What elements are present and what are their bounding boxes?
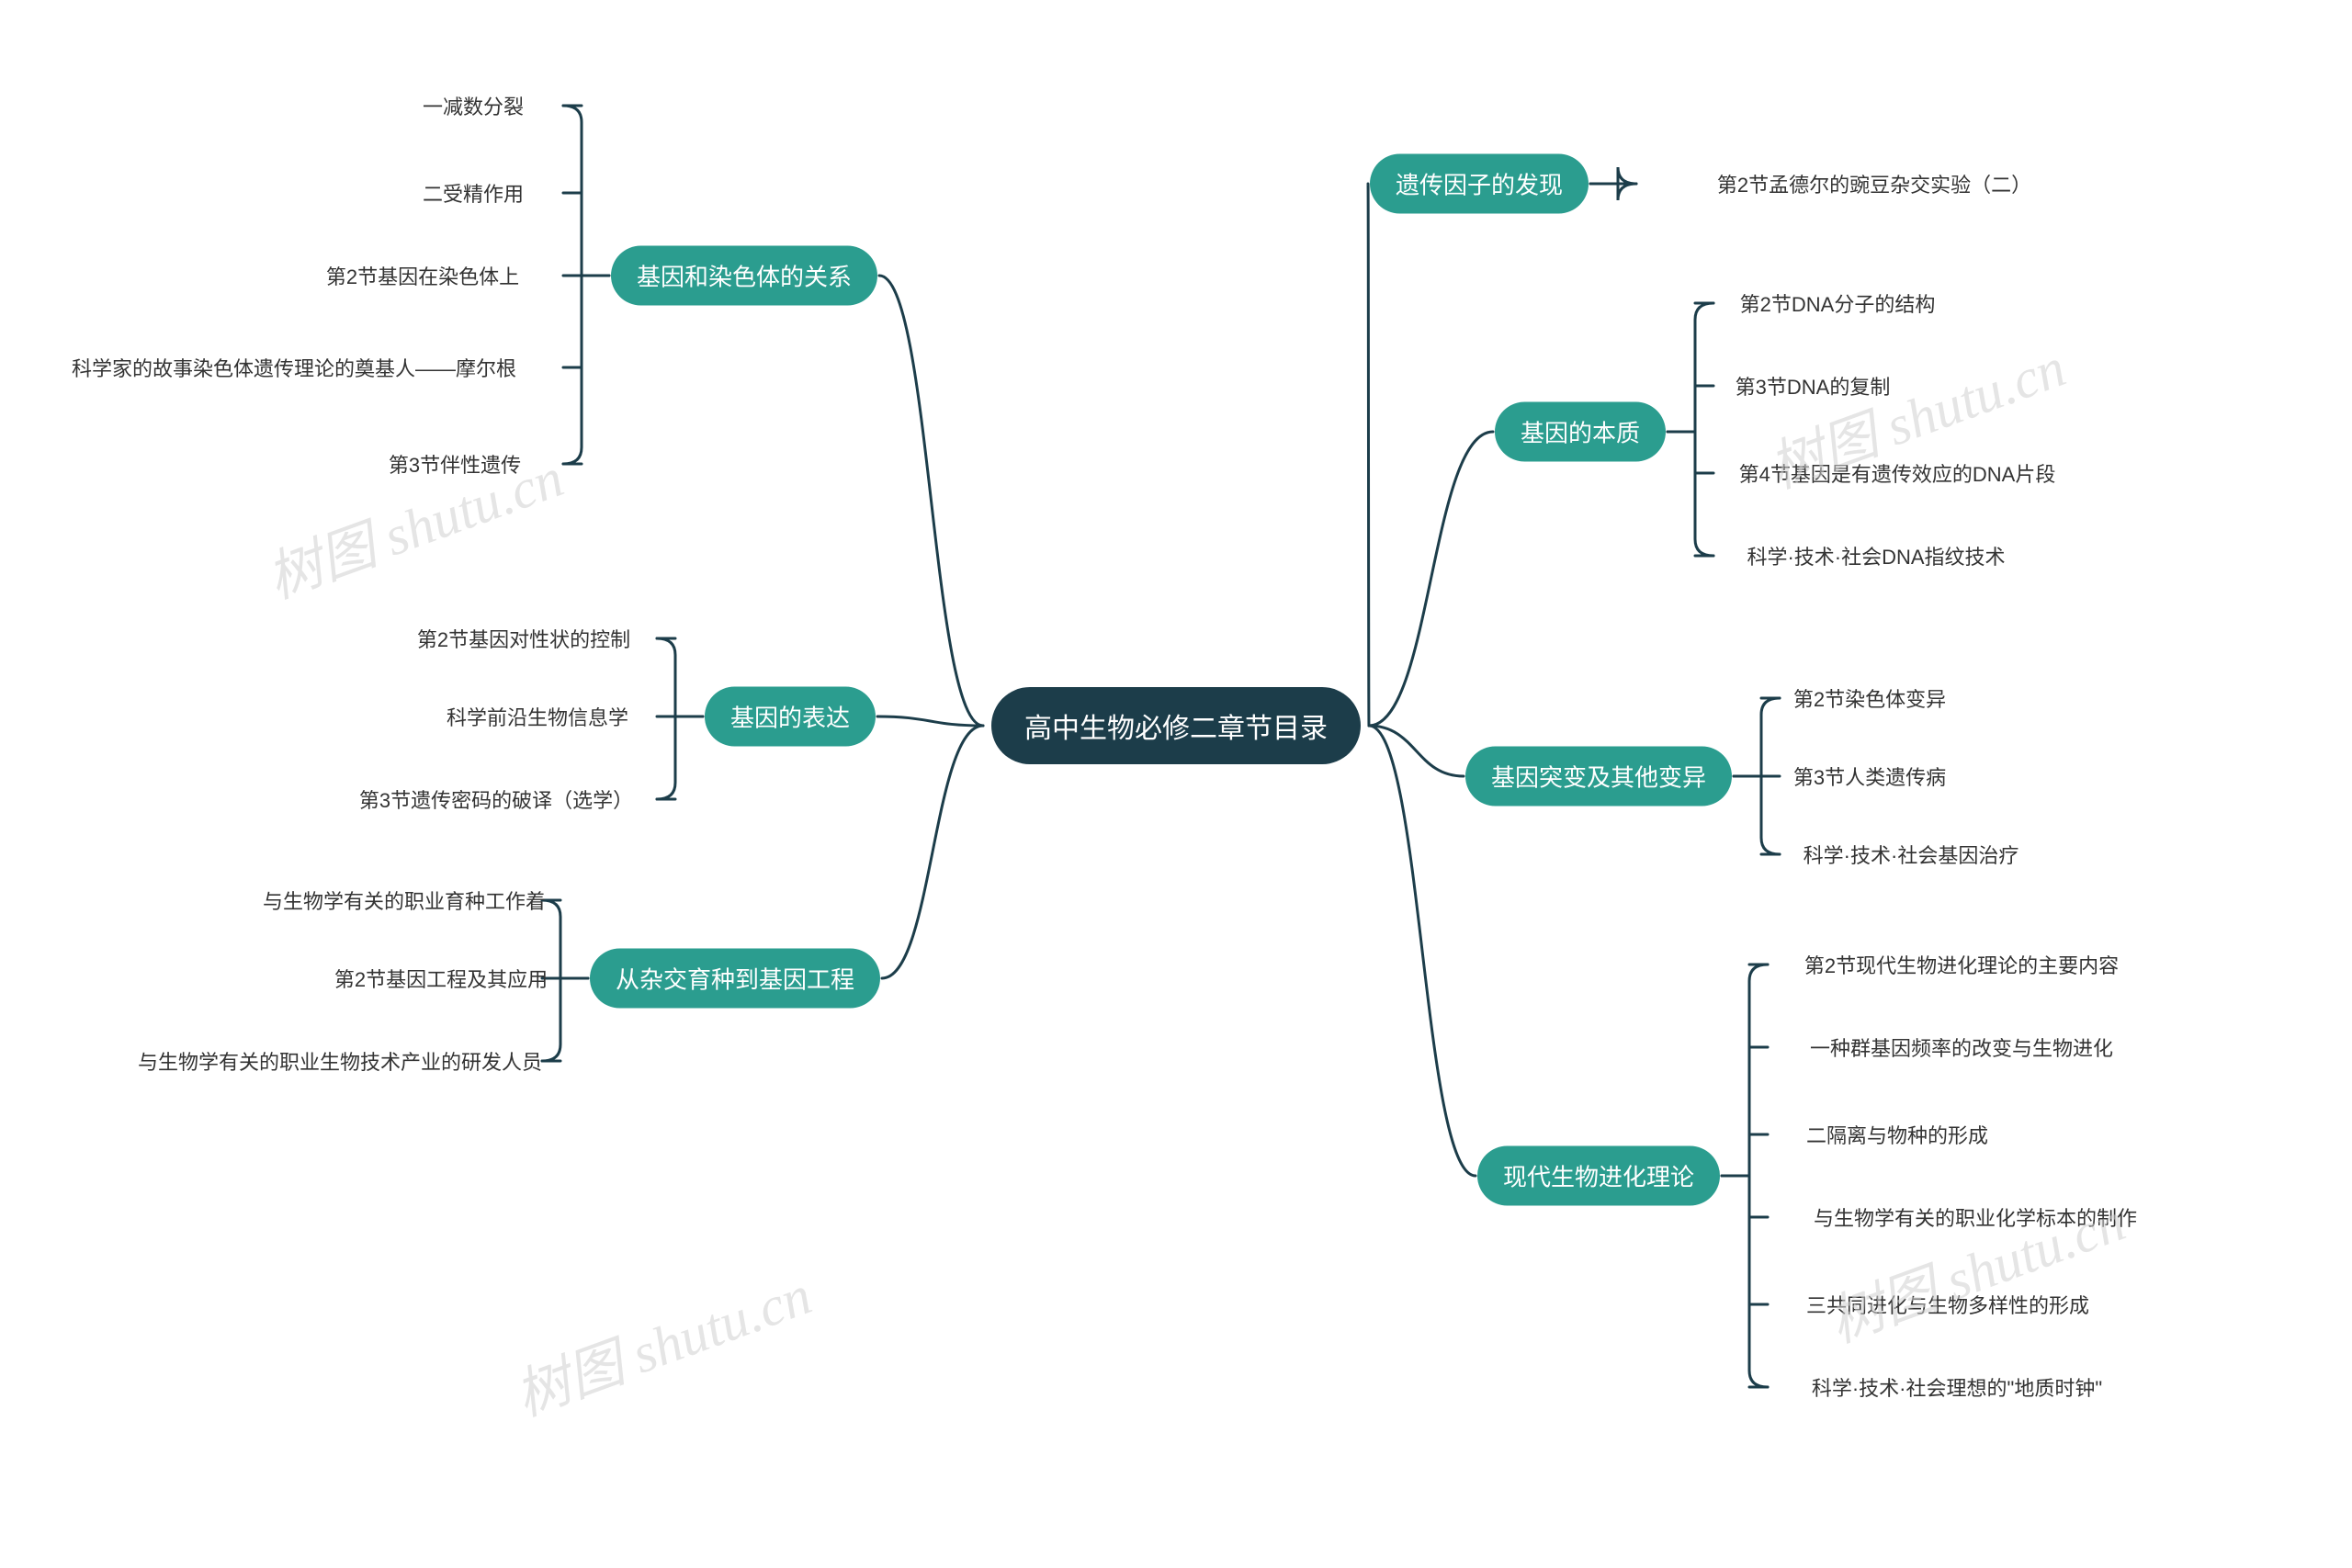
leaf-node[interactable]: 一种群基因频率的改变与生物进化 <box>1810 1032 2113 1062</box>
leaf-node[interactable]: 第2节现代生物进化理论的主要内容 <box>1804 950 2119 979</box>
leaf-label: 与生物学有关的职业育种工作着 <box>263 890 546 913</box>
leaf-label: 二受精作用 <box>423 183 524 206</box>
branch-label: 基因的本质 <box>1521 420 1640 447</box>
leaf-node[interactable]: 第2节DNA分子的结构 <box>1740 288 1936 318</box>
watermark: 树图 shutu.cn <box>503 1251 820 1432</box>
branch-node[interactable]: 基因突变及其他变异 <box>1465 747 1732 807</box>
leaf-label: 第2节DNA分子的结构 <box>1740 293 1936 316</box>
leaf-node[interactable]: 科学前沿生物信息学 <box>447 702 628 731</box>
leaf-label: 科学·技术·社会DNA指纹技术 <box>1747 546 2005 569</box>
branch-label: 从杂交育种到基因工程 <box>616 966 854 994</box>
branch-label: 现代生物进化理论 <box>1503 1164 1694 1191</box>
leaf-label: 第2节基因对性状的控制 <box>417 628 630 651</box>
branch-label: 基因突变及其他变异 <box>1491 764 1706 792</box>
branch-label: 遗传因子的发现 <box>1396 172 1563 199</box>
leaf-node[interactable]: 第3节遗传密码的破译（选学） <box>359 784 633 814</box>
leaf-node[interactable]: 二隔离与物种的形成 <box>1806 1120 1988 1149</box>
leaf-node[interactable]: 科学·技术·社会理想的"地质时钟" <box>1812 1372 2102 1402</box>
leaf-label: 二隔离与物种的形成 <box>1806 1124 1988 1147</box>
branch-node[interactable]: 基因的表达 <box>705 687 876 747</box>
leaf-node[interactable]: 第3节伴性遗传 <box>389 449 521 479</box>
leaf-node[interactable]: 第3节DNA的复制 <box>1736 371 1891 400</box>
leaf-label: 一减数分裂 <box>423 96 524 118</box>
leaf-node[interactable]: 第2节基因工程及其应用 <box>334 964 548 993</box>
leaf-node[interactable]: 第2节基因在染色体上 <box>326 261 519 290</box>
root-label: 高中生物必修二章节目录 <box>1024 714 1328 744</box>
leaf-node[interactable]: 科学家的故事染色体遗传理论的奠基人——摩尔根 <box>72 353 516 382</box>
leaf-label: 第2节染色体变异 <box>1793 688 1946 711</box>
leaf-node[interactable]: 第2节基因对性状的控制 <box>417 624 630 653</box>
leaf-label: 科学家的故事染色体遗传理论的奠基人——摩尔根 <box>72 357 516 380</box>
branch-node[interactable]: 现代生物进化理论 <box>1477 1146 1720 1206</box>
leaf-node[interactable]: 与生物学有关的职业育种工作着 <box>263 886 546 915</box>
leaf-node[interactable]: 与生物学有关的职业生物技术产业的研发人员 <box>138 1046 542 1076</box>
branch-node[interactable]: 从杂交育种到基因工程 <box>590 949 880 1009</box>
leaf-label: 科学前沿生物信息学 <box>447 706 628 729</box>
leaf-label: 第4节基因是有遗传效应的DNA片段 <box>1739 463 2056 486</box>
leaf-node[interactable]: 第2节孟德尔的豌豆杂交实验（二） <box>1717 169 2031 198</box>
leaf-label: 第2节基因工程及其应用 <box>334 968 548 991</box>
leaf-node[interactable]: 科学·技术·社会基因治疗 <box>1804 840 2019 869</box>
leaf-label: 第2节现代生物进化理论的主要内容 <box>1804 954 2119 977</box>
leaf-node[interactable]: 科学·技术·社会DNA指纹技术 <box>1747 541 2005 570</box>
leaf-label: 第2节基因在染色体上 <box>326 265 519 288</box>
leaf-node[interactable]: 二受精作用 <box>423 178 524 208</box>
leaf-node[interactable]: 第2节染色体变异 <box>1793 683 1946 713</box>
branch-label: 基因的表达 <box>730 705 850 732</box>
root-node[interactable]: 高中生物必修二章节目录 <box>991 687 1361 764</box>
leaf-node[interactable]: 与生物学有关的职业化学标本的制作 <box>1814 1202 2137 1232</box>
leaf-label: 与生物学有关的职业生物技术产业的研发人员 <box>138 1051 542 1074</box>
leaf-label: 与生物学有关的职业化学标本的制作 <box>1814 1207 2137 1230</box>
leaf-node[interactable]: 第4节基因是有遗传效应的DNA片段 <box>1739 458 2056 488</box>
branch-node[interactable]: 基因和染色体的关系 <box>611 246 877 306</box>
branch-node[interactable]: 基因的本质 <box>1495 402 1666 462</box>
leaf-label: 科学·技术·社会理想的"地质时钟" <box>1812 1377 2102 1400</box>
leaf-node[interactable]: 三共同进化与生物多样性的形成 <box>1806 1290 2089 1319</box>
leaf-label: 第3节DNA的复制 <box>1736 376 1891 399</box>
leaf-node[interactable]: 第3节人类遗传病 <box>1793 761 1946 791</box>
leaf-node[interactable]: 一减数分裂 <box>423 91 524 120</box>
leaf-label: 一种群基因频率的改变与生物进化 <box>1810 1037 2113 1060</box>
branch-node[interactable]: 遗传因子的发现 <box>1370 154 1589 214</box>
branch-label: 基因和染色体的关系 <box>637 264 852 291</box>
mindmap-canvas: 高中生物必修二章节目录遗传因子的发现第2节孟德尔的豌豆杂交实验（二）基因的本质第… <box>0 0 2352 1568</box>
leaf-label: 第3节遗传密码的破译（选学） <box>359 789 633 812</box>
leaf-label: 第2节孟德尔的豌豆杂交实验（二） <box>1717 174 2031 197</box>
leaf-label: 第3节人类遗传病 <box>1793 766 1946 789</box>
leaf-label: 科学·技术·社会基因治疗 <box>1804 844 2019 867</box>
leaf-label: 三共同进化与生物多样性的形成 <box>1806 1294 2089 1317</box>
leaf-label: 第3节伴性遗传 <box>389 454 521 477</box>
